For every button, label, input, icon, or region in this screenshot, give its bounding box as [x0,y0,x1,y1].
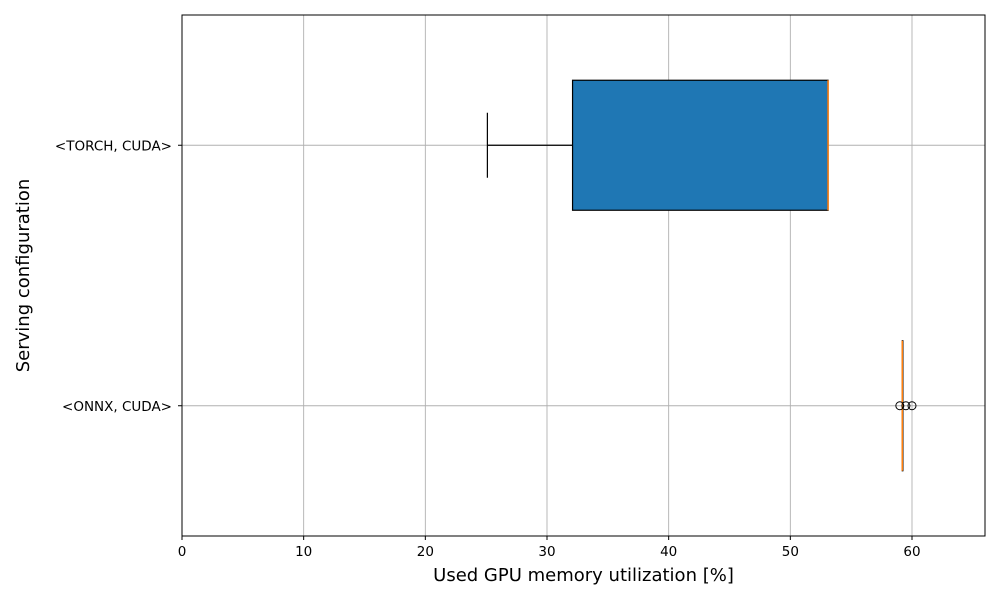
axis-ticks: 0 10 20 30 40 50 60 <ONNX, CUDA> <TORCH, CUDA> [55,138,921,560]
x-axis-label: Used GPU memory utilization [%] [433,565,734,586]
y-axis-label: Serving configuration [13,179,34,373]
y-tick-label: <ONNX, CUDA> [62,399,172,415]
outlier-point [907,401,917,411]
x-tick-label: 30 [538,544,555,560]
box-group [486,79,829,211]
y-tick-label: <TORCH, CUDA> [55,138,172,154]
outlier-point [901,401,911,411]
box-group [895,340,917,472]
boxes [486,79,917,472]
x-tick-label: 20 [417,544,434,560]
plot-area-frame [181,14,986,537]
x-tick-label: 0 [178,544,187,560]
outlier-point [895,401,905,411]
x-tick-label: 60 [903,544,920,560]
x-tick-label: 10 [295,544,312,560]
x-tick-label: 40 [660,544,677,560]
box-iqr [571,79,829,211]
x-tick-label: 50 [782,544,799,560]
